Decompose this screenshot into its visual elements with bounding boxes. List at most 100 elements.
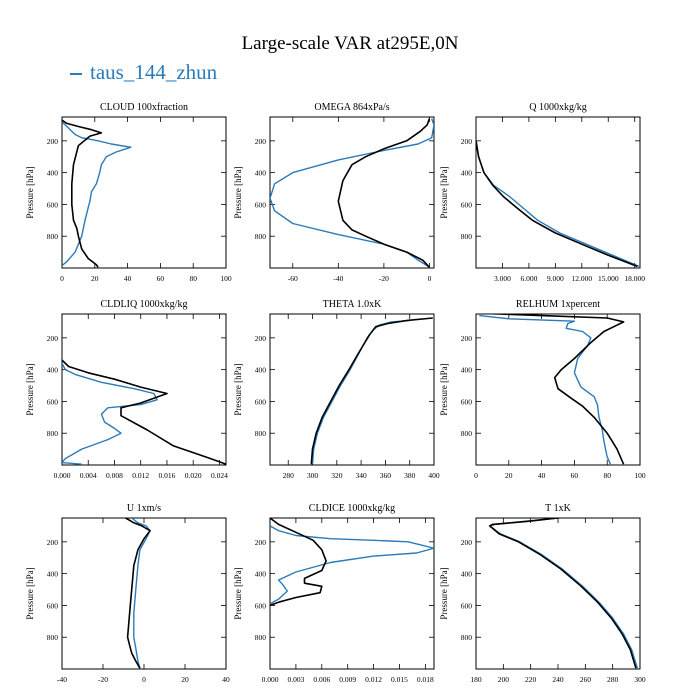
y-axis-label: Pressure [hPa] <box>25 166 35 218</box>
x-tick-label: -40 <box>57 675 67 684</box>
y-tick-label: 600 <box>255 200 267 209</box>
x-tick-label: 300 <box>307 471 319 480</box>
series-line-2 <box>125 518 151 669</box>
x-tick-label: 100 <box>634 471 646 480</box>
series-line-2 <box>479 314 625 465</box>
x-tick-label: 0.024 <box>211 471 228 480</box>
x-tick-label: 0.012 <box>132 471 149 480</box>
x-tick-label: 0.000 <box>54 471 71 480</box>
x-tick-label: -40 <box>333 274 343 283</box>
y-tick-label: 400 <box>255 570 267 579</box>
x-tick-label: -60 <box>288 274 298 283</box>
series-line-1 <box>131 518 151 669</box>
y-tick-label: 600 <box>47 397 59 406</box>
y-axis-label: Pressure [hPa] <box>25 363 35 415</box>
x-tick-label: 60 <box>157 274 165 283</box>
y-tick-label: 800 <box>255 232 267 241</box>
y-axis-label: Pressure [hPa] <box>233 166 243 218</box>
y-tick-label: 400 <box>461 570 473 579</box>
x-tick-label: 6.000 <box>520 274 537 283</box>
series-line-1 <box>479 314 612 465</box>
panel-frame <box>475 517 641 670</box>
x-tick-label: 0 <box>142 675 146 684</box>
y-axis-label: Pressure [hPa] <box>233 567 243 619</box>
x-tick-label: 180 <box>470 675 482 684</box>
series-line-1 <box>311 319 410 465</box>
series-line-2 <box>62 359 226 465</box>
y-tick-label: 800 <box>255 633 267 642</box>
legend-line-swatch <box>70 73 82 76</box>
x-tick-label: 0.008 <box>106 471 123 480</box>
x-tick-label: 18.000 <box>624 274 645 283</box>
y-tick-label: 400 <box>47 169 59 178</box>
panel-title: T 1xK <box>545 503 571 514</box>
y-axis-label: Pressure [hPa] <box>439 567 449 619</box>
series-line-1 <box>62 362 158 465</box>
series-line-1 <box>62 121 132 267</box>
y-tick-label: 200 <box>461 334 473 343</box>
y-tick-label: 400 <box>47 570 59 579</box>
x-tick-label: 320 <box>331 471 343 480</box>
panel-title: Q 1000xkg/kg <box>529 102 587 113</box>
y-tick-label: 600 <box>461 397 473 406</box>
x-tick-label: 0.015 <box>391 675 408 684</box>
x-tick-label: 20 <box>505 471 513 480</box>
panel-frame <box>269 517 435 670</box>
series-line-1 <box>270 118 434 268</box>
y-tick-label: 200 <box>461 538 473 547</box>
x-tick-label: 220 <box>525 675 537 684</box>
x-tick-label: 40 <box>222 675 230 684</box>
series-line-2 <box>488 518 637 669</box>
y-tick-label: 400 <box>255 169 267 178</box>
y-tick-label: 200 <box>255 137 267 146</box>
panel-frame <box>475 313 641 466</box>
panel-title: RELHUM 1xpercent <box>516 299 600 310</box>
y-tick-label: 600 <box>255 601 267 610</box>
y-axis-label: Pressure [hPa] <box>25 567 35 619</box>
y-tick-label: 800 <box>461 232 473 241</box>
x-tick-label: 0.004 <box>80 471 97 480</box>
x-tick-label: 9.000 <box>547 274 564 283</box>
chart-panel-4: CLDLIQ 1000xkg/kg 0.000 0.004 0.008 0.012 0.0… <box>25 299 228 480</box>
y-tick-label: 800 <box>47 633 59 642</box>
y-tick-label: 200 <box>47 334 59 343</box>
y-tick-label: 400 <box>461 169 473 178</box>
x-tick-label: 15.000 <box>598 274 619 283</box>
chart-panel-8: CLDICE 1000xkg/kg 0.000 0.003 0.006 0.009 0.0… <box>233 503 435 684</box>
x-tick-label: 0.009 <box>339 675 356 684</box>
y-tick-label: 800 <box>255 429 267 438</box>
x-tick-label: 40 <box>538 471 546 480</box>
series-line-1 <box>270 525 434 605</box>
panel-frame <box>475 116 641 269</box>
y-tick-label: 600 <box>461 200 473 209</box>
series-line-2 <box>476 140 638 268</box>
panel-title: OMEGA 864xPa/s <box>314 102 389 113</box>
panel-title: U 1xm/s <box>127 503 161 514</box>
y-tick-label: 200 <box>255 538 267 547</box>
chart-panel-5: THETA 1.0xK 280 300 320 340 360 380 400 200 400 60… <box>233 299 440 480</box>
panel-frame <box>269 313 435 466</box>
panel-frame <box>61 517 227 670</box>
x-tick-label: 0.003 <box>287 675 304 684</box>
x-tick-label: 0.000 <box>262 675 279 684</box>
chart-panel-9: T 1xK 180 200 220 240 260 280 300 200 400 600 800 Pr… <box>439 503 646 684</box>
chart-panel-6: RELHUM 1xpercent 0 20 40 60 80 100 200 400 600 800… <box>439 299 646 480</box>
x-tick-label: -20 <box>379 274 389 283</box>
panel-title: CLDICE 1000xkg/kg <box>309 503 395 514</box>
chart-panel-1: CLOUD 100xfraction 0 20 40 60 80 100 200 400 600 8… <box>25 102 232 283</box>
y-tick-label: 400 <box>255 366 267 375</box>
series-line-1 <box>476 140 640 268</box>
y-tick-label: 200 <box>47 538 59 547</box>
panel-frame <box>61 313 227 466</box>
y-tick-label: 600 <box>255 397 267 406</box>
series-line-2 <box>270 518 327 607</box>
y-axis-label: Pressure [hPa] <box>439 363 449 415</box>
y-tick-label: 800 <box>47 429 59 438</box>
x-tick-label: 280 <box>283 471 295 480</box>
series-line-2 <box>310 317 433 465</box>
x-tick-label: 100 <box>220 274 232 283</box>
x-tick-label: 260 <box>580 675 592 684</box>
y-tick-label: 600 <box>47 601 59 610</box>
chart-panel-2: OMEGA 864xPa/s -60 -40 -20 0 200 400 600 800 Pres… <box>233 102 435 283</box>
